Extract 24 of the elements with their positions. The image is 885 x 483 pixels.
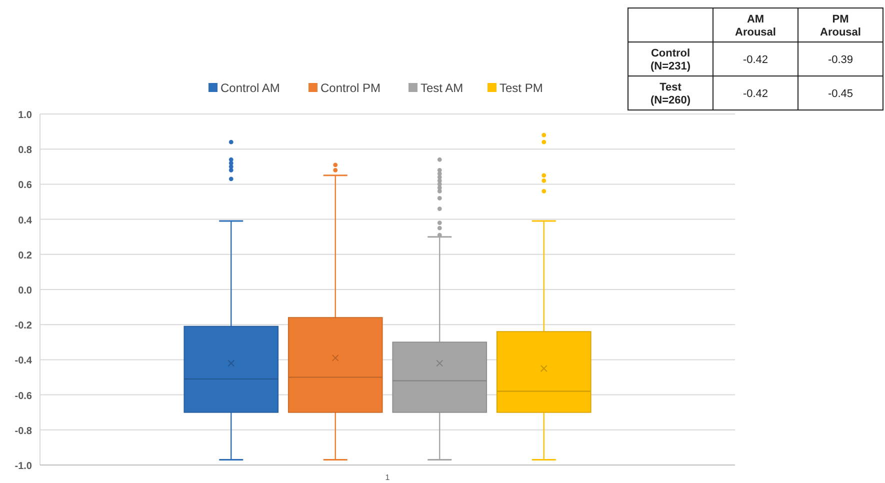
text: PM Arousal <box>820 14 861 38</box>
y-tick-label: -1.0 <box>14 461 32 472</box>
x-tick-label: 1 <box>385 473 390 482</box>
y-tick-label: 1.0 <box>18 110 32 121</box>
legend-label: Test PM <box>500 81 543 95</box>
text: Control (N=231) <box>650 48 691 72</box>
text: Test (N=260) <box>650 82 691 106</box>
legend-label: Test AM <box>420 81 464 95</box>
text: -0.42 <box>742 88 768 100</box>
legend-label: Control PM <box>320 81 381 95</box>
y-tick-label: -0.8 <box>14 426 32 437</box>
text: -0.42 <box>742 54 768 66</box>
y-tick-label: 0.2 <box>18 250 32 262</box>
y-tick-label: 0.6 <box>18 180 32 192</box>
text: -0.39 <box>828 54 854 66</box>
y-tick-label: -0.6 <box>14 390 32 402</box>
y-tick-label: 0.4 <box>18 215 32 226</box>
text: -0.45 <box>828 88 854 100</box>
y-tick-label: -0.2 <box>14 320 32 332</box>
y-tick-label: 0.0 <box>18 286 32 296</box>
text: AM Arousal <box>735 14 776 38</box>
legend-label: Control AM <box>220 81 280 95</box>
y-tick-label: -0.4 <box>14 356 32 367</box>
y-tick-label: 0.8 <box>18 145 32 156</box>
